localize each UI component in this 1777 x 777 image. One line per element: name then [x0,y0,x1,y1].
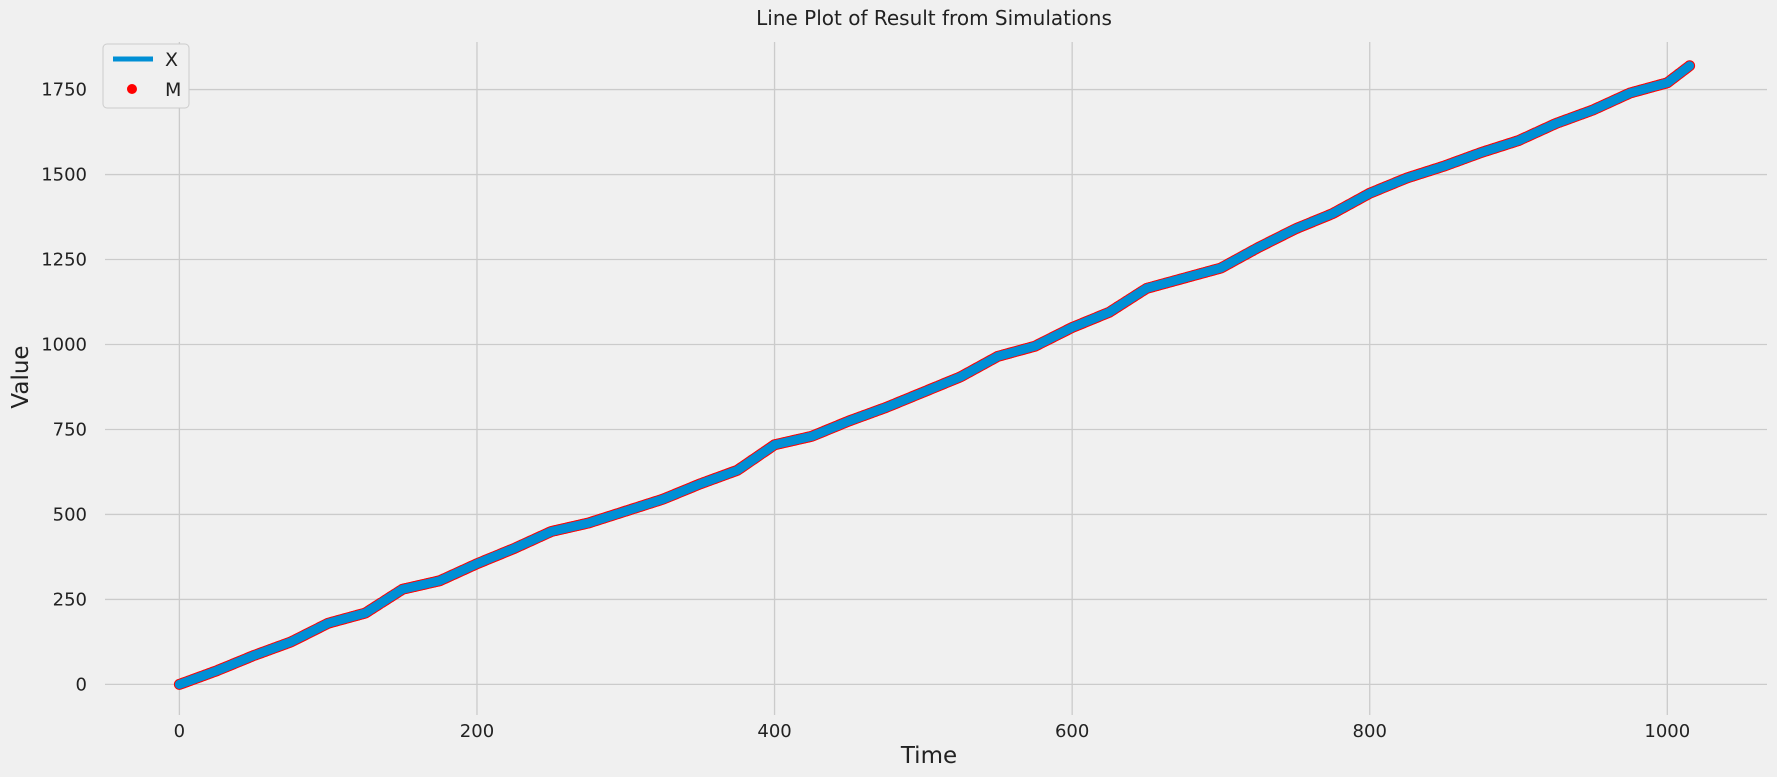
x-axis-label: Time [900,743,957,769]
series-x-line [174,61,1695,689]
x-tick-label: 200 [460,721,494,742]
y-tick-label: 1750 [41,80,87,101]
legend-swatch-m [127,84,137,94]
y-tick-label: 0 [76,674,87,695]
y-tick-label: 1500 [41,165,87,186]
y-axis-label: Value [8,345,34,408]
legend-label-x: X [165,49,178,71]
legend: X M [102,43,190,109]
series-group [173,60,1696,690]
chart-title: Line Plot of Result from Simulations [756,6,1112,30]
x-tick-labels: 0 200 400 600 800 1000 [174,721,1691,742]
y-tick-label: 1250 [41,250,87,271]
x-tick-label: 1000 [1644,721,1690,742]
x-tick-label: 600 [1055,721,1089,742]
y-tick-label: 1000 [41,335,87,356]
y-tick-label: 750 [53,419,87,440]
y-tick-label: 500 [53,504,87,525]
y-tick-label: 250 [53,589,87,610]
legend-label-m: M [165,79,181,101]
x-tick-label: 800 [1353,721,1387,742]
grid-lines [105,42,1767,715]
x-tick-label: 0 [174,721,185,742]
x-tick-label: 400 [757,721,791,742]
y-tick-labels: 0 250 500 750 1000 1250 1500 1750 [41,80,87,696]
